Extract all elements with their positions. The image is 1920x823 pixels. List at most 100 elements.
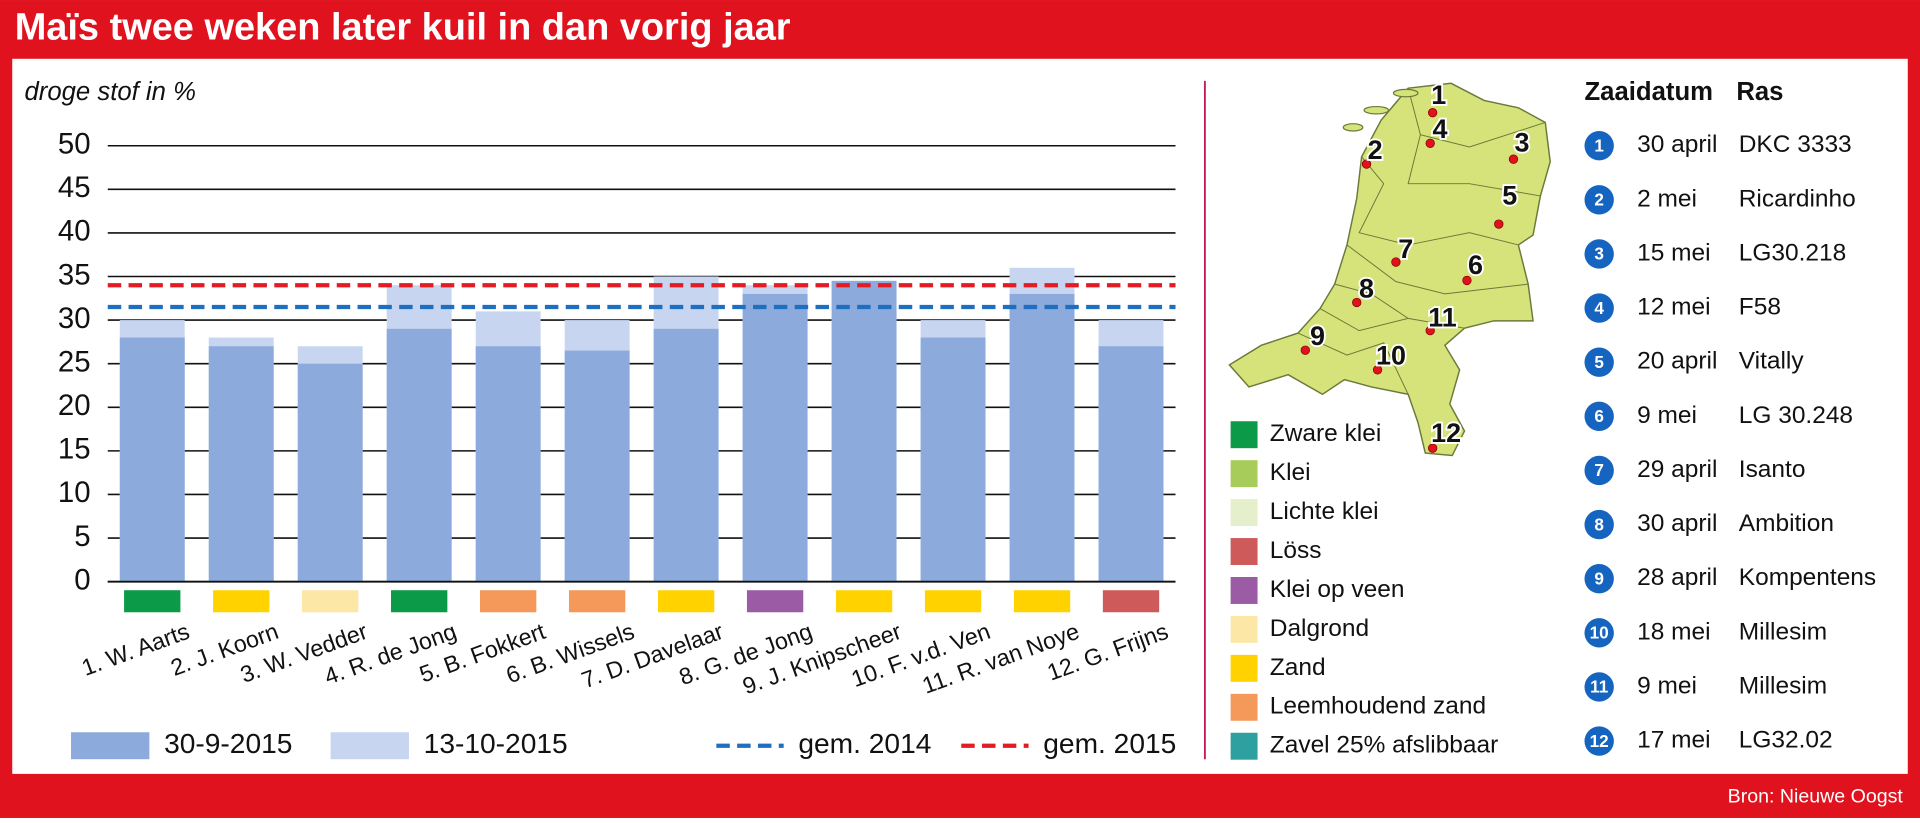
row-date: 15 mei bbox=[1637, 239, 1710, 266]
soil-legend-swatch bbox=[1230, 693, 1258, 721]
row-variety: Millesim bbox=[1739, 672, 1827, 699]
soil-legend-swatch bbox=[1230, 654, 1258, 682]
map-pin bbox=[1361, 159, 1372, 169]
row-date: 30 april bbox=[1637, 131, 1717, 158]
y-tick-label: 15 bbox=[58, 433, 91, 466]
soil-swatch bbox=[480, 590, 537, 613]
row-date: 2 mei bbox=[1637, 185, 1697, 212]
soil-legend-label: Zand bbox=[1270, 654, 1326, 681]
soil-swatch bbox=[568, 590, 626, 613]
bar bbox=[653, 328, 719, 582]
map-pin bbox=[1425, 325, 1435, 336]
bar bbox=[208, 346, 274, 582]
table-header: Ras bbox=[1736, 78, 1783, 106]
map-pin bbox=[1428, 108, 1438, 118]
row-number: 12 bbox=[1590, 731, 1609, 751]
soil-legend-swatch bbox=[1230, 538, 1258, 565]
map-pin bbox=[1352, 297, 1362, 308]
source: Bron: Nieuwe Oogst bbox=[1728, 785, 1904, 807]
row-variety: Kompentens bbox=[1739, 564, 1876, 591]
y-axis-label: droge stof in % bbox=[24, 78, 195, 106]
soil-legend-swatch bbox=[1230, 421, 1258, 449]
row-date: 29 april bbox=[1637, 456, 1717, 483]
soil-swatch bbox=[302, 590, 359, 613]
row-badge bbox=[1584, 509, 1614, 540]
y-tick-label: 35 bbox=[58, 258, 91, 291]
map-pin bbox=[1391, 257, 1401, 267]
map-pin-label: 12 bbox=[1431, 418, 1461, 448]
map-pin-label: 8 bbox=[1359, 273, 1374, 303]
soil-swatch bbox=[746, 590, 804, 613]
bar bbox=[475, 346, 541, 582]
row-date: 28 april bbox=[1637, 564, 1717, 591]
row-number: 4 bbox=[1594, 298, 1604, 318]
row-variety: DKC 3333 bbox=[1739, 131, 1852, 158]
soil-swatch bbox=[124, 590, 181, 613]
soil-legend-swatch bbox=[1230, 732, 1258, 760]
row-badge bbox=[1584, 455, 1614, 486]
soil-swatch bbox=[391, 590, 448, 613]
map-pin bbox=[1462, 275, 1472, 286]
soil-legend-label: Löss bbox=[1270, 537, 1322, 564]
legend-swatch bbox=[71, 732, 150, 760]
map-pin-label: 9 bbox=[1310, 321, 1325, 351]
bar bbox=[1098, 346, 1164, 582]
row-badge bbox=[1584, 618, 1614, 648]
row-number: 8 bbox=[1594, 514, 1604, 534]
map-pin-label: 10 bbox=[1376, 341, 1406, 371]
row-badge bbox=[1584, 672, 1614, 702]
soil-swatch bbox=[657, 590, 715, 613]
map bbox=[1228, 82, 1551, 457]
island bbox=[1363, 105, 1390, 115]
y-tick-label: 30 bbox=[58, 302, 91, 335]
bar bbox=[297, 363, 363, 582]
y-tick-label: 20 bbox=[58, 389, 91, 422]
map-pin-label: 6 bbox=[1468, 250, 1483, 280]
title: Maïs twee weken later kuil in dan vorig … bbox=[15, 6, 791, 48]
legend-label: gem. 2015 bbox=[1043, 728, 1176, 759]
table-header: Zaaidatum bbox=[1584, 78, 1713, 106]
row-variety: F58 bbox=[1739, 294, 1781, 321]
row-date: 30 april bbox=[1637, 510, 1717, 537]
row-date: 20 april bbox=[1637, 348, 1717, 375]
row-number: 1 bbox=[1594, 135, 1604, 155]
soil-legend-label: Leemhoudend zand bbox=[1270, 693, 1486, 720]
row-number: 6 bbox=[1594, 406, 1604, 426]
bar bbox=[920, 337, 986, 582]
map-land bbox=[1228, 82, 1551, 457]
row-number: 10 bbox=[1590, 623, 1609, 643]
row-number: 11 bbox=[1590, 677, 1609, 697]
soil-swatch bbox=[1013, 590, 1071, 613]
map-pin bbox=[1508, 154, 1519, 164]
soil-legend-label: Zware klei bbox=[1270, 420, 1382, 447]
row-number: 9 bbox=[1594, 568, 1604, 588]
soil-legend-swatch bbox=[1230, 460, 1258, 488]
soil-swatch bbox=[924, 590, 982, 613]
row-date: 17 mei bbox=[1637, 727, 1710, 754]
y-tick-label: 25 bbox=[58, 345, 91, 378]
soil-legend-label: Lichte klei bbox=[1270, 498, 1379, 525]
map-pin-label: 1 bbox=[1431, 80, 1446, 110]
bar bbox=[564, 350, 630, 582]
legend-label: gem. 2014 bbox=[798, 728, 931, 759]
map-borders bbox=[1297, 88, 1546, 395]
soil-legend-label: Dalgrond bbox=[1270, 615, 1369, 642]
row-badge bbox=[1584, 239, 1614, 269]
row-badge bbox=[1584, 131, 1614, 161]
row-date: 12 mei bbox=[1637, 294, 1710, 321]
bar bbox=[119, 337, 185, 582]
legend-swatch bbox=[330, 732, 409, 760]
soil-legend-label: Klei bbox=[1270, 459, 1311, 486]
y-tick-label: 5 bbox=[74, 520, 90, 553]
map-pin bbox=[1300, 345, 1310, 355]
row-number: 3 bbox=[1594, 244, 1604, 264]
row-date: 18 mei bbox=[1637, 618, 1710, 645]
map-pin-label: 2 bbox=[1368, 135, 1383, 165]
row-number: 5 bbox=[1594, 352, 1604, 372]
y-tick-label: 0 bbox=[74, 563, 90, 596]
map-pin-label: 4 bbox=[1433, 114, 1448, 144]
map-pin-label: 3 bbox=[1515, 128, 1530, 158]
y-tick-label: 10 bbox=[58, 476, 91, 509]
row-variety: LG 30.248 bbox=[1739, 402, 1853, 429]
legend-label: 13-10-2015 bbox=[424, 728, 568, 759]
